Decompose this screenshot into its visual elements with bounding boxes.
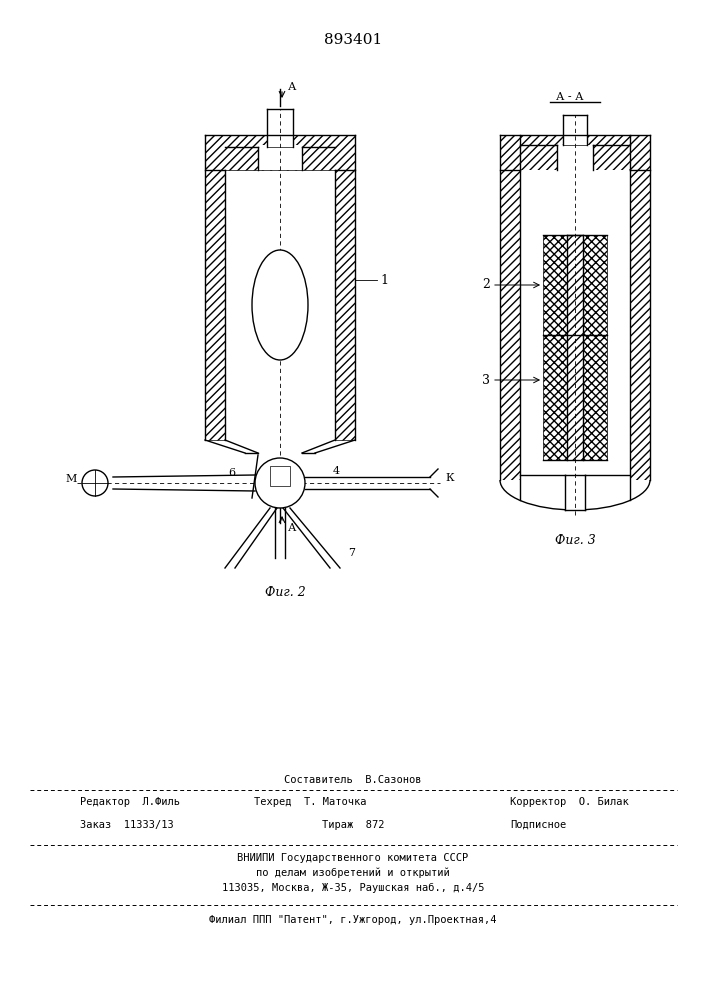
- Bar: [583, 235, 607, 335]
- Bar: [500, 135, 650, 170]
- Text: Корректор  О. Билак: Корректор О. Билак: [510, 797, 629, 807]
- Text: В: В: [285, 471, 292, 480]
- Bar: [557, 145, 593, 170]
- Text: 893401: 893401: [324, 33, 382, 47]
- Text: Составитель  В.Сазонов: Составитель В.Сазонов: [284, 775, 422, 785]
- Text: 2: 2: [482, 278, 490, 292]
- Bar: [205, 170, 225, 440]
- Text: Н: Н: [293, 484, 302, 492]
- Bar: [267, 109, 293, 147]
- Text: Фиг. 3: Фиг. 3: [554, 534, 595, 546]
- Ellipse shape: [252, 250, 308, 360]
- Circle shape: [255, 458, 305, 508]
- Bar: [520, 135, 630, 510]
- Bar: [270, 466, 290, 486]
- Text: Техред  Т. Маточка: Техред Т. Маточка: [254, 797, 366, 807]
- Text: 1: 1: [380, 273, 388, 286]
- Text: М: М: [66, 474, 77, 484]
- Text: А - А: А - А: [556, 92, 584, 102]
- Text: Редактор  Л.Филь: Редактор Л.Филь: [80, 797, 180, 807]
- Bar: [543, 335, 567, 460]
- Text: 113035, Москва, Ж-35, Раушская наб., д.4/5: 113035, Москва, Ж-35, Раушская наб., д.4…: [222, 883, 484, 893]
- Text: 4: 4: [333, 466, 340, 476]
- Bar: [205, 135, 355, 170]
- Text: А: А: [288, 523, 296, 533]
- Text: 3: 3: [482, 373, 490, 386]
- Text: Фиг. 2: Фиг. 2: [264, 586, 305, 599]
- Bar: [500, 135, 520, 480]
- Text: 7: 7: [348, 548, 355, 558]
- Bar: [335, 170, 355, 440]
- Bar: [630, 135, 650, 480]
- Text: Тираж  872: Тираж 872: [322, 820, 384, 830]
- Text: А: А: [288, 82, 296, 92]
- Text: ВНИИПИ Государственного комитета СССР: ВНИИПИ Государственного комитета СССР: [238, 853, 469, 863]
- Text: Заказ  11333/13: Заказ 11333/13: [80, 820, 174, 830]
- Bar: [583, 335, 607, 460]
- Text: 6: 6: [228, 468, 235, 478]
- Text: Филиал ППП "Патент", г.Ужгород, ул.Проектная,4: Филиал ППП "Патент", г.Ужгород, ул.Проек…: [209, 915, 497, 925]
- Bar: [565, 475, 585, 510]
- Bar: [258, 145, 302, 170]
- Bar: [543, 235, 567, 335]
- Circle shape: [82, 470, 108, 496]
- Text: Подписное: Подписное: [510, 820, 566, 830]
- Bar: [225, 170, 335, 440]
- Bar: [563, 115, 587, 145]
- Bar: [567, 235, 583, 460]
- Text: по делам изобретений и открытий: по делам изобретений и открытий: [256, 868, 450, 878]
- Text: К: К: [445, 473, 454, 483]
